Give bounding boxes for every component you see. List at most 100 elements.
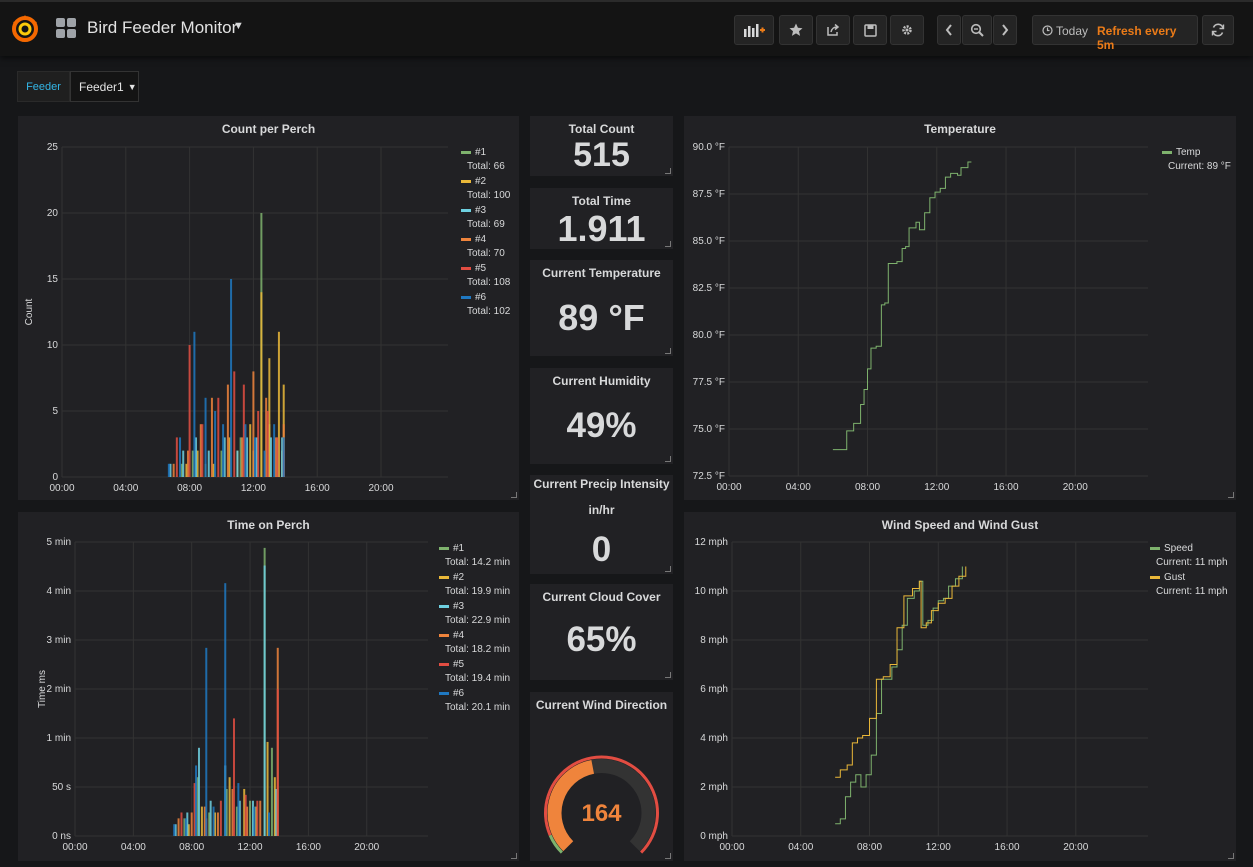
bar-perch-6 [193, 331, 196, 477]
resize-handle[interactable] [665, 168, 671, 174]
y-tick-label: 6 mph [700, 684, 728, 695]
add-panel-icon [744, 24, 765, 37]
panel-title[interactable]: Current Temperature [542, 266, 661, 280]
time-picker[interactable]: Today Refresh every 5m [1032, 15, 1198, 52]
bar-perch-2 [266, 741, 269, 836]
stat-value: 1.911 [557, 208, 646, 249]
wind-direction-gauge [544, 755, 659, 854]
refresh-button[interactable] [1202, 15, 1234, 45]
chevron-down-icon[interactable]: ▼ [233, 20, 244, 32]
resize-handle[interactable] [665, 566, 671, 572]
resize-handle[interactable] [1228, 492, 1234, 498]
x-tick-label: 12:00 [241, 483, 266, 494]
resize-handle[interactable] [511, 492, 517, 498]
panel-title[interactable]: Current Wind Direction [535, 698, 668, 712]
resize-handle[interactable] [665, 348, 671, 354]
dashboard-grid-icon[interactable] [56, 18, 76, 38]
save-button[interactable] [853, 15, 887, 45]
bar-perch-4 [190, 812, 193, 836]
bar-perch-2 [273, 777, 276, 836]
stat-value: 65% [566, 620, 637, 659]
add-panel-button[interactable] [734, 15, 774, 45]
feeder-variable-value: Feeder1 [79, 79, 124, 94]
panel-title[interactable]: Time on Perch [227, 518, 310, 532]
resize-handle[interactable] [1228, 853, 1234, 859]
y-tick-label: 0 ns [52, 831, 71, 842]
bar-perch-3 [281, 437, 284, 477]
legend-swatch [439, 605, 449, 608]
legend-swatch [461, 151, 471, 154]
y-tick-label: 10 [47, 340, 59, 351]
current-precip-panel: Current Precip Intensity in/hr 0 [530, 475, 673, 574]
legend-name: Gust [1164, 572, 1186, 583]
legend-value: Total: 66 [467, 161, 505, 172]
panel-title[interactable]: Total Time [572, 194, 631, 208]
panel-title[interactable]: Wind Speed and Wind Gust [881, 518, 1039, 532]
bar-perch-4 [172, 463, 175, 477]
bar-perch-2 [243, 788, 246, 836]
settings-button[interactable] [890, 15, 924, 45]
bar-perch-1 [249, 800, 252, 836]
bar-perch-3 [209, 800, 212, 836]
stat-value: 515 [573, 136, 630, 174]
total-count-panel: Total Count 515 [530, 116, 673, 176]
bar-perch-2 [200, 806, 203, 836]
bar-perch-2 [185, 463, 188, 477]
resize-handle[interactable] [665, 853, 671, 859]
bar-perch-2 [212, 463, 215, 477]
legend-swatch [461, 209, 471, 212]
panel-title[interactable]: Temperature [924, 122, 996, 136]
legend-swatch [439, 692, 449, 695]
resize-handle[interactable] [511, 853, 517, 859]
bar-perch-6 [253, 806, 256, 836]
panel-title[interactable]: Current Humidity [552, 374, 651, 388]
bar-perch-3 [194, 437, 197, 477]
resize-handle[interactable] [665, 672, 671, 678]
dashboard-title[interactable]: Bird Feeder Monitor [87, 18, 238, 37]
top-navbar: Bird Feeder Monitor ▼ Today Refresh ever… [0, 0, 1253, 56]
x-tick-label: 12:00 [926, 842, 951, 853]
bar-perch-5 [180, 812, 183, 836]
bar-perch-6 [254, 437, 256, 477]
x-tick-label: 08:00 [179, 842, 204, 853]
grafana-logo-icon[interactable] [10, 14, 40, 44]
resize-handle[interactable] [665, 456, 671, 462]
legend-name: #3 [475, 205, 487, 216]
panel-title[interactable]: Current Cloud Cover [542, 590, 661, 604]
panel-title[interactable]: Count per Perch [221, 122, 316, 136]
panel-title[interactable]: Total Count [568, 122, 635, 136]
legend-swatch [461, 238, 471, 241]
time-on-perch-chart: 0 ns 50 s 1 min 2 min 3 min 4 min 5 min 00:00 04… [37, 537, 428, 853]
legend-swatch [1162, 151, 1172, 154]
share-button[interactable] [816, 15, 850, 45]
bar-perch-6 [195, 765, 198, 836]
legend-swatch [1150, 547, 1160, 550]
x-tick-label: 08:00 [857, 842, 882, 853]
wind-panel: Wind Speed and Wind Gust 0 mph 2 mph 4 mph… [684, 512, 1236, 861]
panel-title[interactable]: Current Precip Intensity [533, 477, 670, 491]
bar-perch-5 [256, 800, 259, 836]
time-forward-button[interactable] [993, 15, 1017, 45]
star-button[interactable] [779, 15, 813, 45]
resize-handle[interactable] [665, 241, 671, 247]
time-on-perch-panel: Time on Perch 0 ns 50 s 1 min 2 min 3 min 4 m… [18, 512, 519, 861]
bar-perch-3 [169, 463, 172, 477]
bar-perch-6 [244, 424, 247, 477]
gauge-threshold-red [544, 755, 659, 854]
bar-perch-2 [228, 777, 231, 836]
zoom-out-button[interactable] [962, 15, 992, 45]
legend-swatch [439, 576, 449, 579]
bar-perch-3 [182, 450, 185, 477]
clock-icon [1042, 25, 1053, 36]
bar-perch-3 [238, 800, 241, 836]
wind-chart: 0 mph 2 mph 4 mph 6 mph 8 mph 10 mph 12 mph 00:… [695, 537, 1148, 853]
legend-swatch [461, 180, 471, 183]
time-back-button[interactable] [937, 15, 961, 45]
bar-perch-4 [231, 788, 234, 836]
feeder-variable-select[interactable]: Feeder1 ▼ [70, 71, 139, 102]
bar-perch-6 [214, 411, 217, 477]
y-tick-label: 0 mph [700, 831, 728, 842]
chevron-down-icon: ▼ [127, 81, 137, 92]
legend-name: #5 [453, 659, 465, 670]
refresh-icon [1211, 23, 1225, 37]
